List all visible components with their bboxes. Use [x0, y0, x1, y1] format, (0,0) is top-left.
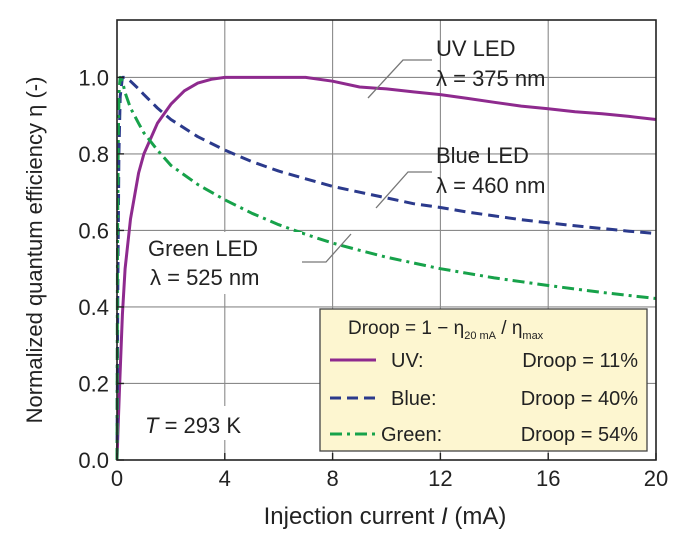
- series-line-uv: [115, 75, 657, 461]
- legend-value-blue: Droop = 40%: [521, 388, 639, 410]
- legend-label-uv: UV:: [391, 350, 424, 372]
- legend-value-green: Droop = 54%: [521, 424, 639, 446]
- annotation-temperature: T = 293 K: [138, 406, 286, 440]
- x-axis-label-unit: (mA): [454, 503, 506, 530]
- y-tick-label: 0.4: [78, 295, 109, 320]
- annotation-blue-leader: [375, 171, 432, 209]
- annotation-uv-leader: [367, 59, 432, 99]
- x-tick-label: 16: [536, 466, 560, 491]
- annotation-temperature-text: T = 293 K: [145, 413, 241, 438]
- legend-title-main: Droop = 1 − η: [348, 318, 464, 339]
- series-layer: [115, 75, 657, 461]
- annotation-green-line2: λ = 525 nm: [150, 265, 259, 290]
- y-axis-label: Normalized quantum efficiency η (-): [22, 77, 47, 424]
- y-tick-label: 0.2: [78, 371, 109, 396]
- plot-frame: [116, 19, 657, 461]
- annotation-blue: Blue LED λ = 460 nm: [375, 143, 545, 209]
- x-tick-label: 4: [219, 466, 231, 491]
- y-tick-label: 0.6: [78, 218, 109, 243]
- legend-value-uv: Droop = 11%: [522, 350, 638, 372]
- y-tick-label: 1.0: [78, 65, 109, 90]
- legend-title-sub1: 20 mA: [464, 330, 496, 342]
- legend-title: Droop = 1 − η20 mA / ηmax: [348, 318, 544, 342]
- series-line-blue: [115, 75, 657, 461]
- temperature-value: = 293 K: [158, 413, 241, 438]
- legend-title-mid: / η: [496, 318, 522, 339]
- annotation-green-mask: [142, 232, 302, 294]
- x-tick-label: 8: [326, 466, 338, 491]
- annotation-blue-line2: λ = 460 nm: [436, 173, 545, 198]
- series-line-green: [115, 75, 657, 461]
- annotation-green-line1: Green LED: [148, 236, 258, 261]
- x-axis-label-symbol: I: [441, 503, 448, 530]
- x-tick-label: 0: [111, 466, 123, 491]
- annotation-temperature-mask: [138, 406, 286, 440]
- axis-ticks: 0 4 8 12 16 20 0.0 0.2 0.4 0.6 0.8 1.0: [78, 65, 668, 491]
- annotation-green: Green LED λ = 525 nm: [142, 232, 352, 294]
- annotation-uv: UV LED λ = 375 nm: [367, 36, 545, 99]
- x-axis-label-text: Injection current: [264, 503, 435, 530]
- annotation-uv-line1: UV LED: [436, 36, 515, 61]
- legend-title-sub2: max: [522, 330, 543, 342]
- x-tick-label: 12: [428, 466, 452, 491]
- y-tick-label: 0.8: [78, 142, 109, 167]
- legend-box: [319, 308, 648, 452]
- y-tick-label: 0.0: [78, 448, 109, 473]
- legend-label-green: Green:: [381, 424, 442, 446]
- annotation-uv-line2: λ = 375 nm: [436, 66, 545, 91]
- x-tick-label: 20: [644, 466, 668, 491]
- annotation-green-leader: [302, 233, 352, 263]
- legend-label-blue: Blue:: [391, 388, 437, 410]
- temperature-symbol: T: [145, 413, 160, 438]
- annotation-blue-line1: Blue LED: [436, 143, 529, 168]
- legend: Droop = 1 − η20 mA / ηmax UV: Droop = 11…: [319, 308, 648, 452]
- x-axis-label: Injection current I (mA): [264, 503, 507, 530]
